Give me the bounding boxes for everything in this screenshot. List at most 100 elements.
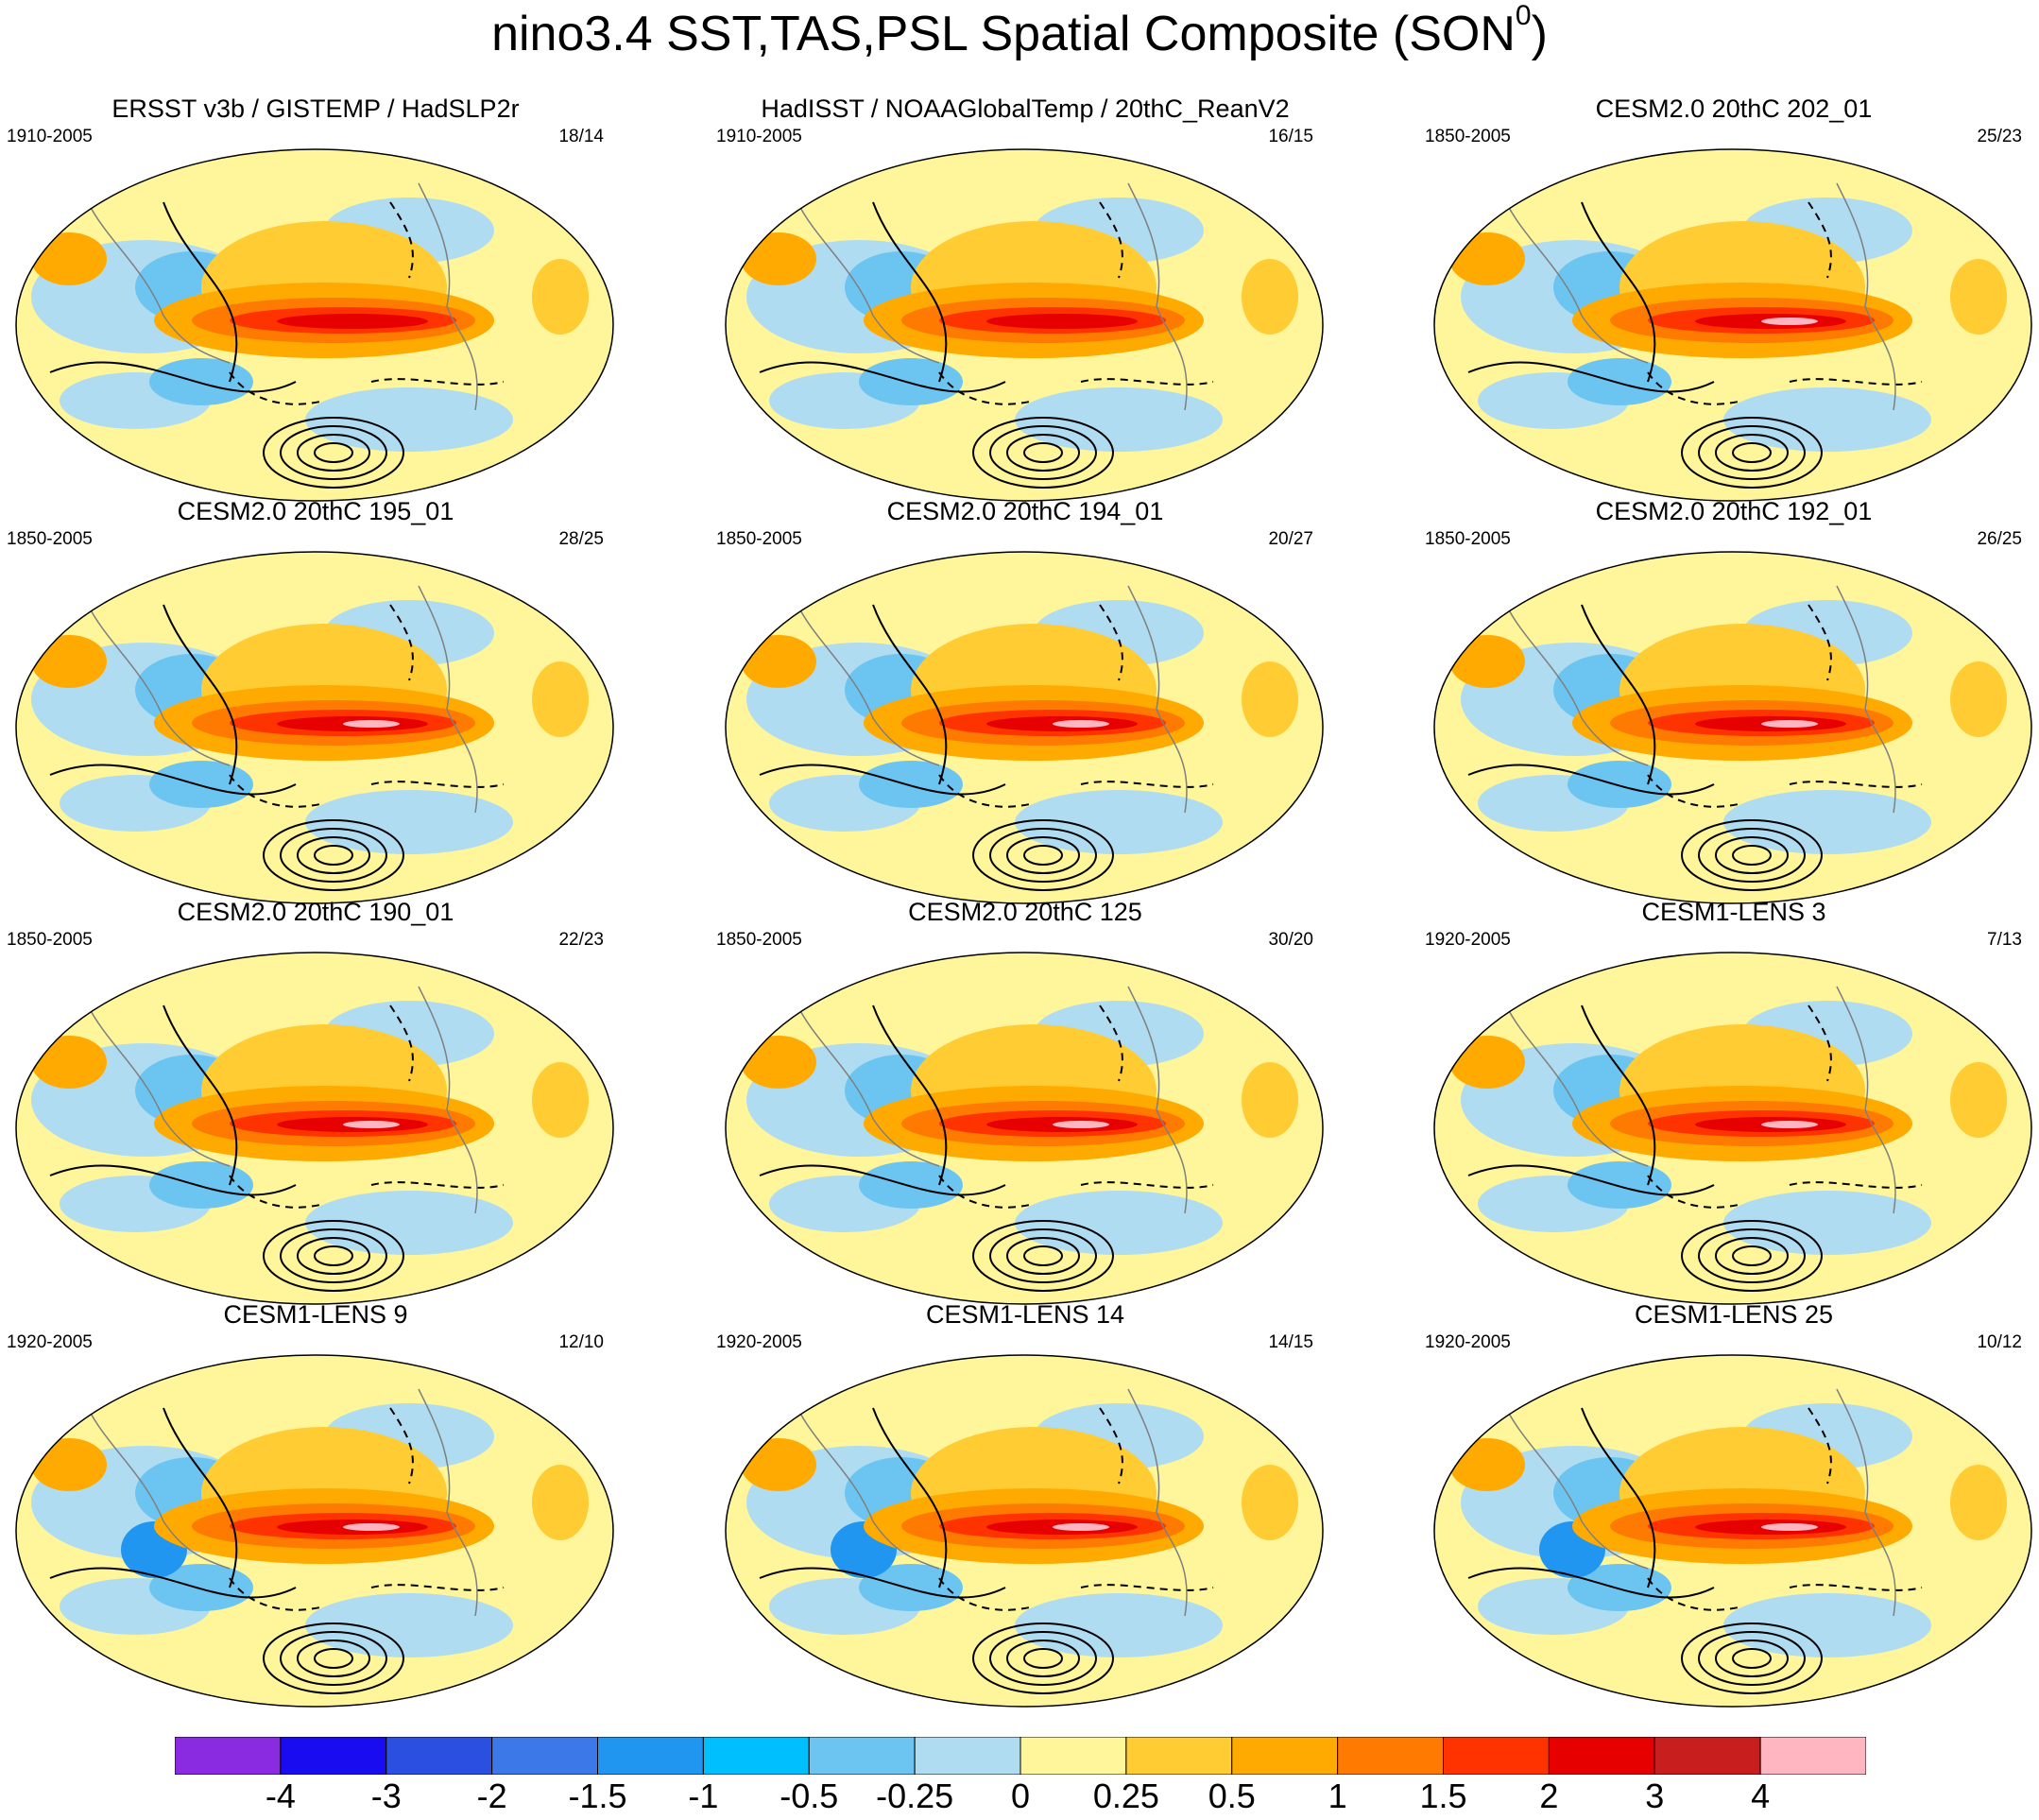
panel-event-count: 10/12 bbox=[1977, 1332, 2022, 1352]
psl-positive-contour bbox=[163, 1407, 238, 1588]
psl-negative-contour bbox=[370, 781, 505, 788]
psl-positive-contour bbox=[1715, 1640, 1789, 1677]
psl-positive-contour bbox=[1715, 836, 1789, 874]
colorbar-swatch bbox=[1548, 1736, 1655, 1776]
map-panel: CESM1-LENS 25 1920-2005 10/12 bbox=[1423, 1300, 2039, 1712]
map-border bbox=[725, 551, 1324, 904]
psl-positive-contour bbox=[972, 1220, 1114, 1292]
psl-positive-contour bbox=[1681, 819, 1823, 891]
psl-positive-contour bbox=[263, 819, 404, 891]
cool-anomaly-region bbox=[1568, 358, 1671, 405]
psl-negative-contour bbox=[938, 774, 1035, 808]
warm-anomaly-region bbox=[1242, 1465, 1298, 1540]
composite-map bbox=[1433, 148, 2032, 502]
psl-positive-contour bbox=[1023, 442, 1063, 463]
colorbar bbox=[174, 1736, 1867, 1776]
psl-negative-contour bbox=[229, 371, 325, 405]
panel-title: CESM2.0 20thC 195_01 bbox=[177, 497, 454, 525]
psl-positive-contour bbox=[297, 836, 370, 874]
panel-years: 1850-2005 bbox=[7, 529, 93, 549]
warm-anomaly-region bbox=[741, 635, 816, 688]
composite-map bbox=[15, 148, 614, 502]
composite-map bbox=[15, 952, 614, 1305]
coastline bbox=[1505, 1004, 1649, 1167]
panel-event-count: 28/25 bbox=[558, 529, 604, 549]
warm-anomaly-region bbox=[1950, 661, 2007, 737]
warm-anomaly-region bbox=[532, 1465, 589, 1540]
warm-anomaly-region bbox=[1242, 259, 1298, 335]
warm-anomaly-region bbox=[1242, 1062, 1298, 1138]
map-border bbox=[725, 952, 1324, 1305]
coastline bbox=[418, 585, 478, 814]
panel-years: 1850-2005 bbox=[1425, 127, 1511, 146]
coastline bbox=[418, 1388, 478, 1617]
colorbar-swatch bbox=[1020, 1736, 1127, 1776]
cool-anomaly-region bbox=[1723, 1593, 1931, 1657]
map-panel: ERSST v3b / GISTEMP / HadSLP2r 1910-2005 1… bbox=[5, 94, 626, 507]
psl-positive-contour bbox=[1023, 1245, 1063, 1266]
colorbar-tick-label: -1.5 bbox=[568, 1777, 627, 1815]
psl-positive-contour bbox=[263, 1220, 404, 1292]
panel-event-count: 18/14 bbox=[558, 127, 604, 146]
cool-anomaly-region bbox=[149, 1161, 253, 1209]
map-border bbox=[725, 148, 1324, 502]
cool-anomaly-region bbox=[305, 1593, 513, 1657]
cool-anomaly-region bbox=[149, 1564, 253, 1611]
cool-anomaly-region bbox=[1015, 387, 1223, 452]
cool-anomaly-region bbox=[149, 761, 253, 808]
cool-anomaly-region bbox=[149, 358, 253, 405]
map-border bbox=[1433, 952, 2032, 1305]
psl-negative-contour bbox=[938, 371, 1035, 405]
cool-anomaly-region bbox=[1723, 387, 1931, 452]
warm-anomaly-region bbox=[1950, 1465, 2007, 1540]
psl-positive-contour bbox=[1581, 201, 1656, 383]
cool-anomaly-region bbox=[305, 387, 513, 452]
cool-anomaly-region bbox=[1568, 1161, 1671, 1209]
psl-positive-contour bbox=[759, 1164, 1006, 1196]
panel-years: 1850-2005 bbox=[716, 930, 802, 950]
psl-negative-contour bbox=[1080, 781, 1214, 788]
psl-positive-contour bbox=[314, 1245, 353, 1266]
coastline bbox=[1127, 986, 1188, 1214]
psl-negative-contour bbox=[229, 1577, 325, 1611]
figure-title: nino3.4 SST,TAS,PSL Spatial Composite (S… bbox=[491, 0, 1548, 61]
psl-positive-contour bbox=[1006, 1640, 1080, 1677]
warm-anomaly-region bbox=[532, 1062, 589, 1138]
psl-positive-contour bbox=[872, 201, 948, 383]
colorbar-swatch bbox=[386, 1736, 493, 1776]
coastline bbox=[87, 201, 231, 364]
psl-positive-contour bbox=[163, 1004, 238, 1186]
colorbar-tick-label: -4 bbox=[265, 1777, 296, 1815]
panel-title: CESM2.0 20thC 192_01 bbox=[1595, 497, 1873, 525]
psl-positive-contour bbox=[1467, 1567, 1715, 1599]
panel-title: CESM2.0 20thC 125 bbox=[908, 898, 1142, 926]
psl-positive-contour bbox=[1581, 1407, 1656, 1588]
psl-positive-contour bbox=[314, 845, 353, 866]
map-panel: CESM2.0 20thC 194_01 1850-2005 20/27 bbox=[714, 497, 1336, 909]
colorbar-swatch bbox=[1337, 1736, 1444, 1776]
panel-years: 1920-2005 bbox=[1425, 930, 1511, 950]
psl-positive-contour bbox=[872, 1407, 948, 1588]
coastline bbox=[87, 1004, 231, 1167]
psl-positive-contour bbox=[297, 1237, 370, 1275]
panel-title: CESM2.0 20thC 202_01 bbox=[1595, 94, 1873, 123]
psl-positive-contour bbox=[1467, 1164, 1715, 1196]
colorbar-swatch bbox=[1231, 1736, 1339, 1776]
psl-positive-contour bbox=[1581, 1004, 1656, 1186]
map-panel: CESM2.0 20thC 190_01 1850-2005 22/23 bbox=[5, 898, 626, 1310]
panel-title: CESM1-LENS 9 bbox=[223, 1300, 408, 1329]
panel-event-count: 30/20 bbox=[1268, 930, 1313, 950]
map-panel: CESM2.0 20thC 195_01 1850-2005 28/25 bbox=[5, 497, 626, 909]
psl-positive-contour bbox=[49, 361, 297, 393]
colorbar-swatch bbox=[491, 1736, 598, 1776]
composite-map bbox=[725, 1354, 1324, 1708]
cool-anomaly-region bbox=[1568, 1564, 1671, 1611]
warm-anomaly-region bbox=[1449, 635, 1525, 688]
colorbar-tick-label: 4 bbox=[1751, 1777, 1771, 1815]
peak-anomaly-region bbox=[343, 1121, 400, 1128]
psl-negative-contour bbox=[1647, 1577, 1743, 1611]
warm-anomaly-region bbox=[1449, 232, 1525, 285]
psl-negative-contour bbox=[229, 1175, 325, 1209]
psl-positive-contour bbox=[989, 828, 1097, 883]
psl-negative-contour bbox=[1808, 1004, 1832, 1082]
